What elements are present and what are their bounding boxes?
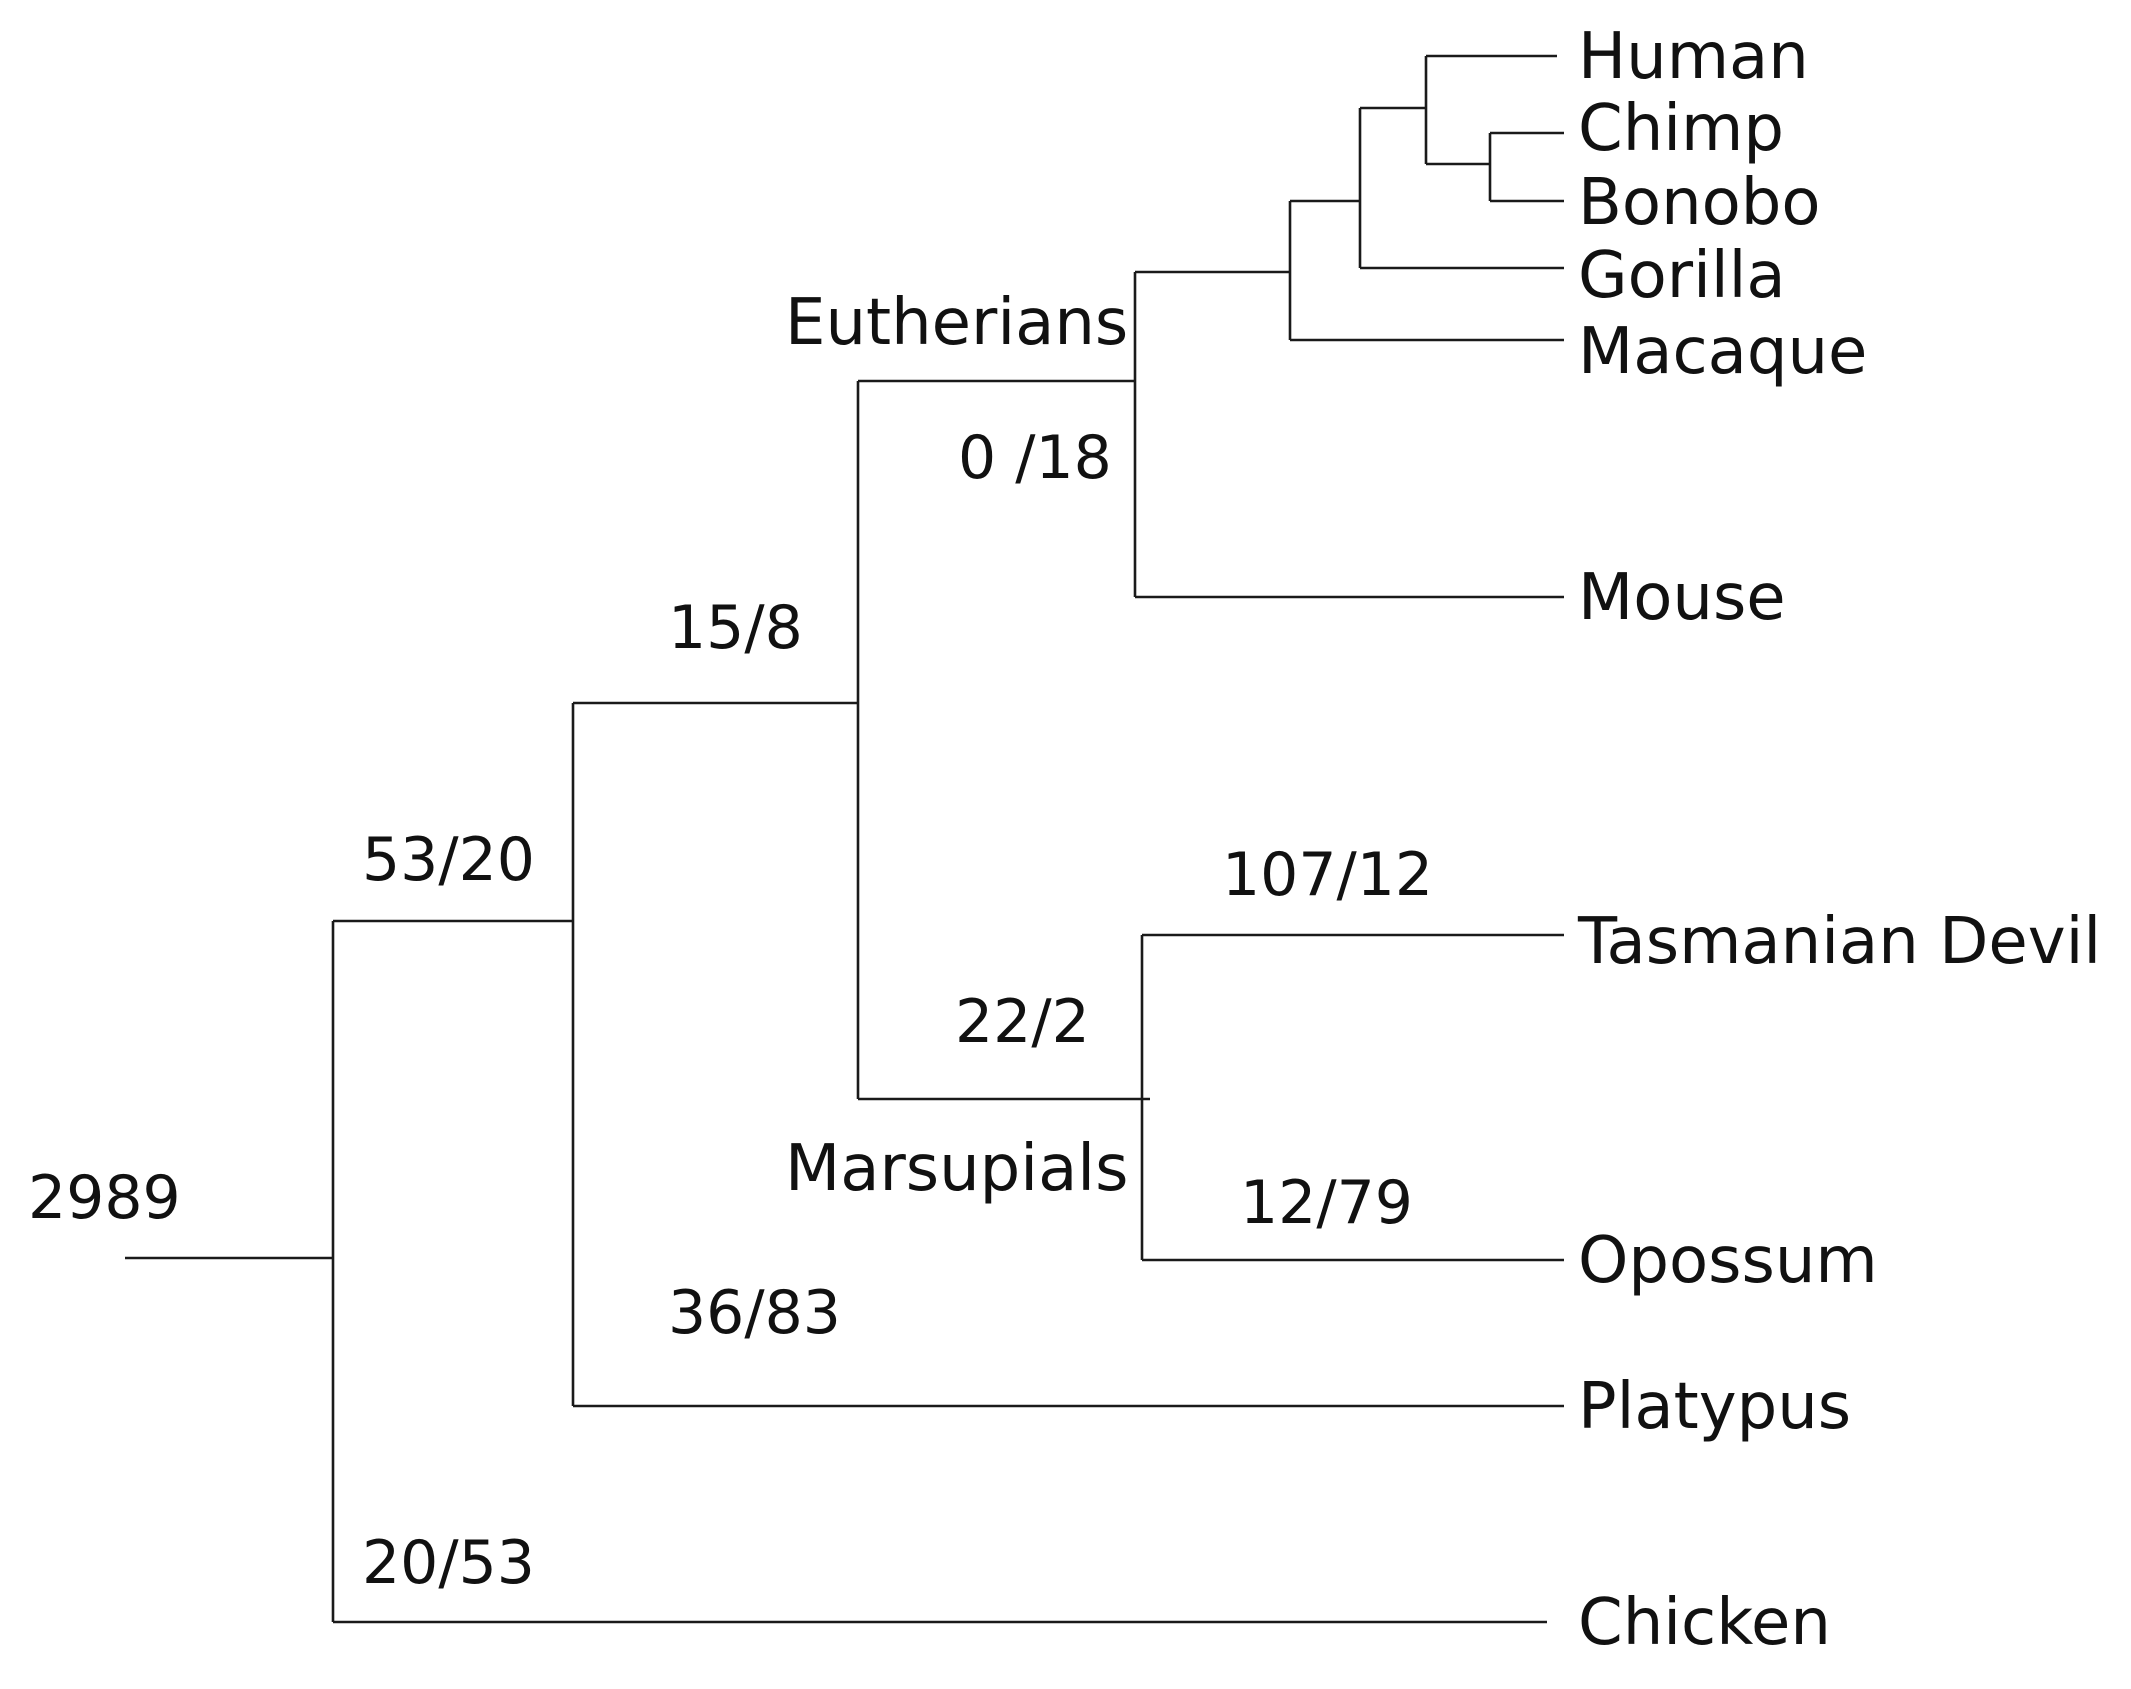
branch-labels: 2989 53/20 15/8 0 /18 22/2 107/12 12/79 …	[28, 423, 1433, 1598]
leaf-label-mouse: Mouse	[1578, 561, 1786, 635]
tree-branches	[125, 54, 1564, 1624]
branch-label-mammals: 53/20	[362, 825, 535, 895]
leaf-label-macaque: Macaque	[1578, 315, 1867, 389]
clade-labels: Eutherians Marsupials	[785, 286, 1128, 1206]
branch-label-chicken: 20/53	[362, 1528, 535, 1598]
leaf-label-chicken: Chicken	[1578, 1586, 1831, 1660]
leaf-label-bonobo: Bonobo	[1578, 166, 1821, 240]
branch-label-platypus: 36/83	[668, 1278, 841, 1348]
leaf-label-gorilla: Gorilla	[1578, 239, 1786, 313]
branch-label-root: 2989	[28, 1163, 181, 1233]
branch-label-tasmanian-devil: 107/12	[1222, 840, 1433, 910]
leaf-label-opossum: Opossum	[1578, 1224, 1878, 1298]
leaf-label-tasmanian-devil: Tasmanian Devil	[1577, 905, 2101, 979]
clade-label-eutherians: Eutherians	[785, 286, 1128, 360]
leaf-label-human: Human	[1578, 20, 1809, 94]
branch-label-opossum: 12/79	[1240, 1168, 1413, 1238]
branch-label-therians: 15/8	[668, 593, 803, 663]
clade-label-marsupials: Marsupials	[785, 1132, 1128, 1206]
branch-label-eutherians: 0 /18	[958, 423, 1112, 493]
branch-label-marsupials: 22/2	[955, 987, 1090, 1057]
leaf-label-chimp: Chimp	[1578, 92, 1784, 166]
leaf-label-platypus: Platypus	[1578, 1370, 1851, 1444]
leaf-labels: Human Chimp Bonobo Gorilla Macaque Mouse…	[1577, 20, 2101, 1660]
